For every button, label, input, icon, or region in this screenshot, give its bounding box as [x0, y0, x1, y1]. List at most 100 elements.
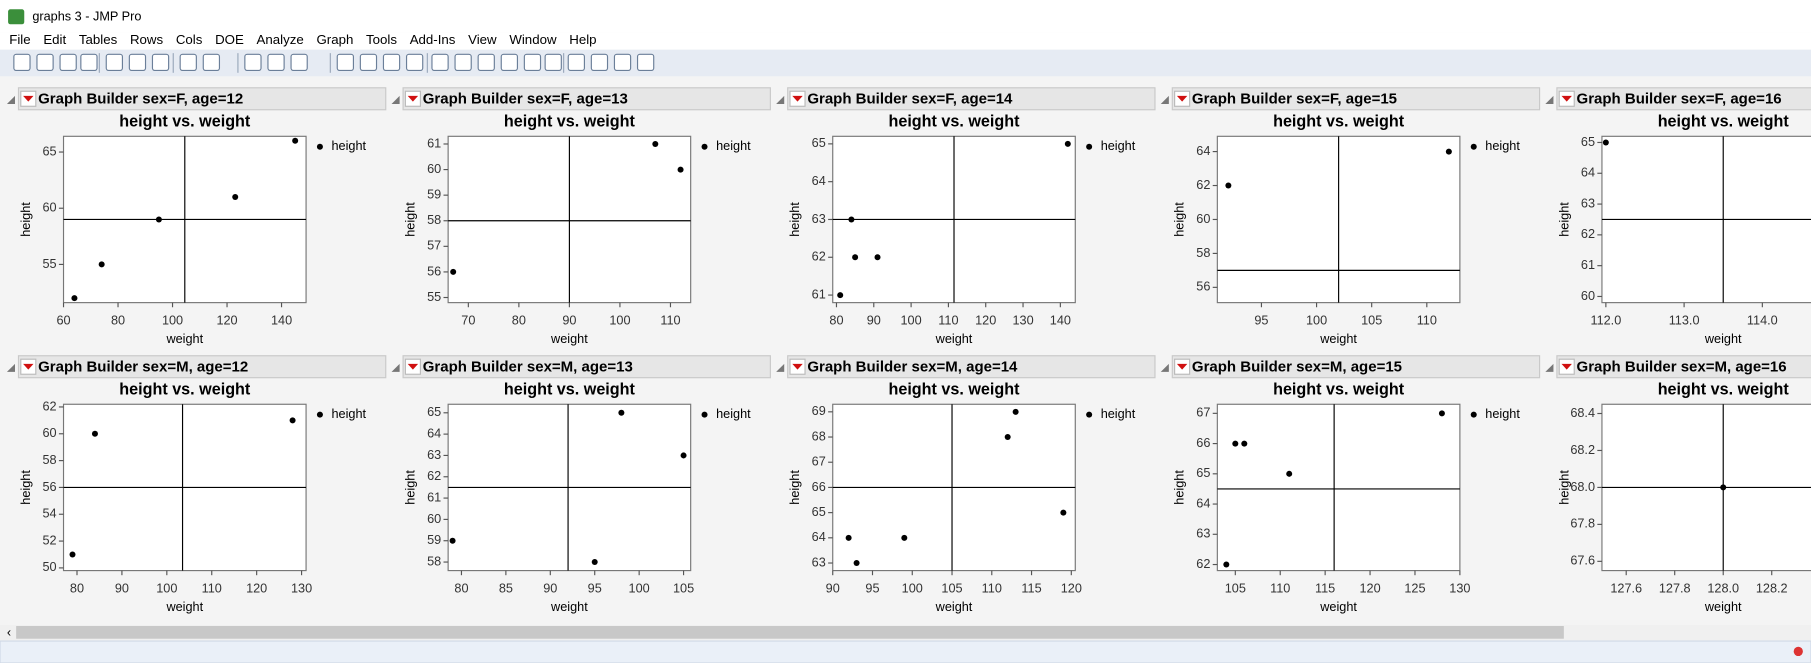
toolbar-button[interactable] — [59, 53, 77, 72]
legend-label: height — [716, 407, 751, 421]
scatter-point — [71, 295, 78, 302]
toolbar-button[interactable] — [151, 53, 170, 72]
menu-item[interactable]: Tables — [79, 32, 118, 47]
disclosure-triangle[interactable] — [776, 363, 785, 372]
panel-menu-arrow[interactable] — [792, 363, 803, 370]
menu-item[interactable]: File — [9, 32, 30, 47]
x-tick-label: 100 — [629, 581, 650, 595]
y-axis-label: height — [1557, 470, 1571, 505]
status-icon[interactable] — [1793, 646, 1803, 657]
y-tick-label: 60 — [1581, 289, 1595, 303]
panel-menu-arrow[interactable] — [23, 95, 34, 102]
menu-item[interactable]: Tools — [366, 32, 397, 47]
y-tick-label: 68.2 — [1570, 443, 1595, 457]
panel-title: Graph Builder sex=F, age=16 — [1577, 90, 1782, 107]
disclosure-triangle[interactable] — [391, 363, 400, 372]
y-tick-label: 56 — [1196, 280, 1210, 294]
toolbar-button[interactable] — [36, 53, 54, 72]
panel-menu-arrow[interactable] — [23, 363, 34, 370]
menu-item[interactable]: Rows — [130, 32, 164, 47]
legend-marker — [1086, 143, 1093, 150]
toolbar-button[interactable] — [336, 53, 354, 72]
y-axis-label: height — [19, 202, 33, 237]
toolbar-button[interactable] — [179, 53, 197, 72]
menu-item[interactable]: Add-Ins — [410, 32, 456, 47]
y-tick-label: 60 — [42, 426, 56, 440]
toolbar-button[interactable] — [105, 53, 124, 72]
x-axis-label: weight — [550, 600, 588, 614]
menu-item[interactable]: Graph — [316, 32, 353, 47]
panel-title: Graph Builder sex=F, age=14 — [807, 90, 1013, 107]
panel-menu-arrow[interactable] — [1561, 363, 1572, 370]
legend-marker — [701, 411, 708, 418]
scrollbar-thumb[interactable] — [16, 626, 1564, 639]
toolbar-button[interactable] — [477, 53, 495, 72]
y-tick-label: 67.6 — [1570, 554, 1595, 568]
legend-label: height — [1101, 139, 1136, 153]
menu-item[interactable]: Edit — [43, 32, 66, 47]
y-axis-label: height — [788, 202, 802, 237]
menu-item[interactable]: View — [468, 32, 497, 47]
toolbar-button[interactable] — [244, 53, 262, 72]
toolbar-button[interactable] — [405, 53, 424, 72]
y-tick-label: 64 — [1196, 144, 1210, 158]
menu-item[interactable]: Cols — [176, 32, 203, 47]
panel-menu-arrow[interactable] — [1561, 95, 1572, 102]
x-tick-label: 128.2 — [1756, 581, 1788, 595]
toolbar-button[interactable] — [454, 53, 472, 72]
x-tick-label: 100 — [162, 313, 183, 327]
panel-title: Graph Builder sex=M, age=12 — [38, 358, 248, 375]
panel-menu-arrow[interactable] — [1176, 363, 1188, 370]
scatter-point — [1241, 440, 1248, 447]
x-tick-label: 95 — [588, 581, 602, 595]
x-tick-label: 90 — [826, 581, 840, 595]
y-tick-label: 59 — [427, 188, 441, 202]
graph-builder-panel: Graph Builder sex=M, age=16 height vs. we… — [1545, 355, 1811, 614]
menu-item[interactable]: DOE — [215, 32, 244, 47]
scatter-point — [1720, 484, 1727, 491]
toolbar-button[interactable] — [613, 53, 632, 72]
scatter-point — [155, 216, 162, 223]
x-tick-label: 120 — [975, 313, 996, 327]
x-tick-label: 95 — [1254, 313, 1268, 327]
toolbar-button[interactable] — [80, 53, 98, 72]
scatter-point — [848, 216, 855, 223]
toolbar-button[interactable] — [13, 53, 31, 72]
y-tick-label: 60 — [427, 162, 441, 176]
toolbar-button[interactable] — [267, 53, 285, 72]
toolbar-button[interactable] — [636, 53, 655, 72]
x-tick-label: 100 — [901, 313, 922, 327]
panel-menu-arrow[interactable] — [407, 363, 419, 370]
menu-item[interactable]: Help — [569, 32, 596, 47]
y-axis-label: height — [1557, 202, 1571, 237]
toolbar-button[interactable] — [431, 53, 449, 72]
panel-menu-arrow[interactable] — [1176, 95, 1188, 102]
toolbar-button[interactable] — [567, 53, 585, 72]
scatter-point — [450, 268, 457, 275]
panel-menu-arrow[interactable] — [407, 95, 419, 102]
toolbar-button[interactable] — [523, 53, 542, 72]
toolbar-button[interactable] — [544, 53, 562, 72]
panel-menu-arrow[interactable] — [792, 95, 803, 102]
y-tick-label: 57 — [427, 239, 441, 253]
x-tick-label: 110 — [1417, 313, 1437, 327]
disclosure-triangle[interactable] — [1160, 363, 1169, 372]
chart-title: height vs. weight — [119, 113, 251, 131]
toolbar-button[interactable] — [382, 53, 401, 72]
toolbar-button[interactable] — [202, 53, 221, 72]
y-tick-label: 60 — [1196, 212, 1210, 226]
toolbar-button[interactable] — [500, 53, 519, 72]
toolbar-button[interactable] — [128, 53, 147, 72]
title-bar — [0, 0, 1811, 33]
window-title: graphs 3 - JMP Pro — [32, 10, 141, 24]
toolbar-button[interactable] — [590, 53, 609, 72]
chart-title: height vs. weight — [119, 381, 251, 399]
x-tick-label: 105 — [941, 581, 962, 595]
scroll-left[interactable]: ‹ — [7, 625, 11, 639]
chart-title: height vs. weight — [1658, 381, 1790, 399]
legend-marker — [316, 143, 323, 150]
menu-item[interactable]: Analyze — [257, 32, 304, 47]
toolbar-button[interactable] — [290, 53, 308, 72]
toolbar-button[interactable] — [359, 53, 378, 72]
menu-item[interactable]: Window — [509, 32, 557, 47]
